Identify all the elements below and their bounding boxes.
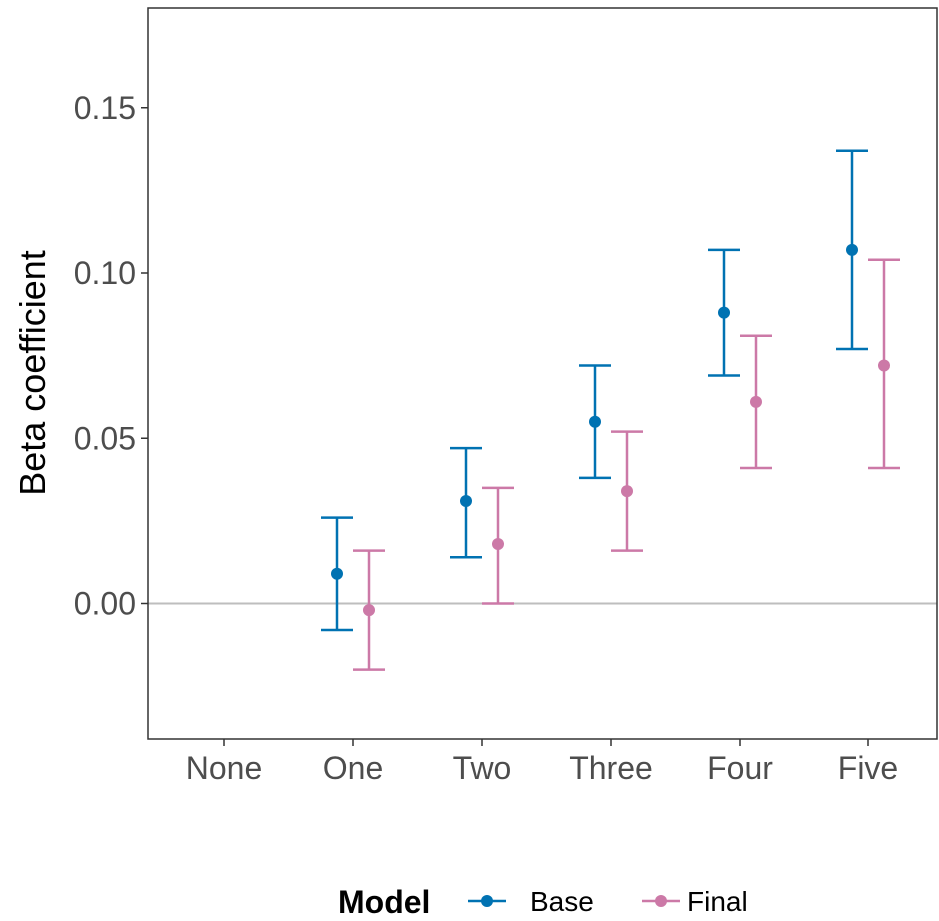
point-final-three [621, 485, 633, 498]
point-base-two [460, 495, 472, 508]
point-base-five [846, 243, 858, 256]
legend: Model Base Final [338, 884, 748, 920]
y-axis-label: Beta coefficient [12, 250, 53, 496]
x-tick-label: Five [838, 750, 898, 786]
legend-title: Model [338, 884, 430, 920]
x-tick-label: Two [453, 750, 512, 786]
y-tick-label: 0.05 [74, 420, 136, 456]
y-tick-label: 0.15 [74, 90, 136, 126]
point-final-two [492, 538, 504, 551]
x-tick-label: One [323, 750, 383, 786]
point-final-five [878, 359, 890, 372]
legend-key-point-base [481, 895, 493, 907]
point-base-four [718, 306, 730, 319]
legend-label-final: Final [687, 886, 748, 917]
plot-area: 0.00 0.05 0.10 0.15 None One Two Three Four Five [74, 7, 938, 786]
panel-border [147, 7, 938, 740]
point-base-one [331, 567, 343, 580]
point-base-three [589, 415, 601, 428]
x-tick-label: Three [569, 750, 653, 786]
y-tick-label: 0.10 [74, 255, 136, 291]
legend-key-point-final [655, 895, 667, 907]
legend-label-base: Base [530, 886, 594, 917]
point-final-four [750, 395, 762, 408]
x-tick-label: None [186, 750, 263, 786]
point-final-one [363, 604, 375, 617]
x-tick-label: Four [707, 750, 773, 786]
y-tick-label: 0.00 [74, 586, 136, 622]
